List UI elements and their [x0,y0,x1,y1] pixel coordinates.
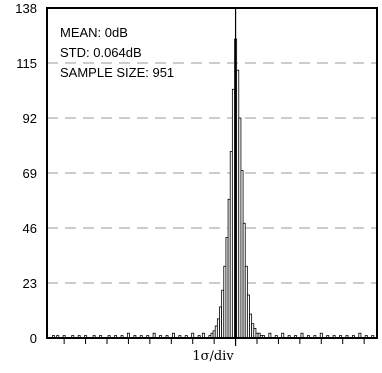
grid-lines [47,62,377,284]
stat-std: STD: 0.064dB [60,45,142,60]
y-tick-label: 69 [23,166,37,181]
plot-frame [46,7,378,339]
y-tick-labels: 0 23 46 69 92 115 138 [15,1,37,346]
y-tick-label: 46 [23,221,37,236]
stat-mean: MEAN: 0dB [60,25,128,40]
y-tick-label: 138 [15,1,37,16]
y-tick-label: 92 [23,111,37,126]
stat-sample-size: SAMPLE SIZE: 951 [60,65,174,80]
y-tick-label: 23 [23,276,37,291]
histogram-bars [51,38,375,339]
y-tick-label: 0 [30,331,37,346]
x-axis-label: 1σ/div [192,349,234,364]
stats-box: MEAN: 0dB STD: 0.064dB SAMPLE SIZE: 951 [60,25,174,80]
y-tick-label: 115 [16,56,37,71]
